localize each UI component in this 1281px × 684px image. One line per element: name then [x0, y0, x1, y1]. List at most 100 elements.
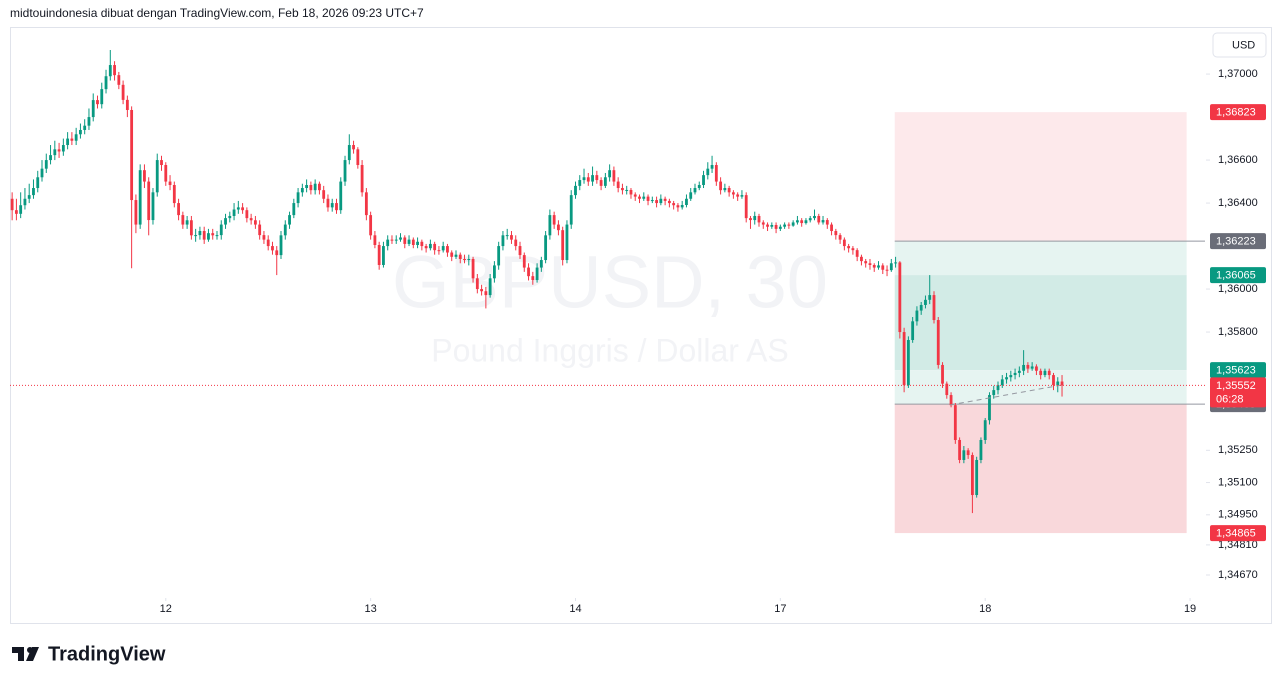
candle-body: [608, 170, 612, 178]
candle-body: [91, 100, 95, 118]
price-level-badge: [1210, 267, 1266, 284]
candle-body: [749, 218, 752, 221]
candle-body: [693, 188, 697, 193]
price-level-badge: [1210, 233, 1266, 250]
candle-body: [104, 76, 108, 90]
y-tick-label: 1,34810: [1218, 539, 1258, 551]
candle-body: [441, 246, 445, 251]
candle-body: [821, 220, 825, 223]
candle-body: [74, 134, 78, 141]
candle-body: [1022, 364, 1026, 371]
candle-body: [744, 195, 748, 219]
brand-logo: TradingView: [12, 643, 166, 665]
y-tick-label: 1,36400: [1218, 197, 1258, 209]
candle-body: [804, 220, 808, 224]
candle-body: [796, 220, 799, 223]
candle-body: [61, 145, 65, 152]
candle-body: [1009, 375, 1013, 378]
candle-body: [561, 230, 565, 261]
candle-body: [347, 145, 351, 161]
candle-body: [279, 235, 283, 256]
candles: [10, 50, 1064, 514]
candle-body: [599, 180, 603, 186]
candle-body: [941, 364, 944, 384]
candle-body: [574, 185, 577, 196]
candle-body: [253, 220, 257, 225]
watermark: GBPUSD, 30 Pound Inggris / Dollar AS: [392, 241, 828, 369]
candle-body: [847, 246, 851, 249]
price-level-label: 1,35623: [1216, 365, 1256, 377]
candle-body: [514, 239, 518, 247]
candle-body: [160, 160, 163, 166]
y-tick-label: 1,35800: [1218, 326, 1258, 338]
candle-body: [885, 269, 889, 271]
candle-body: [736, 194, 740, 197]
candle-body: [710, 165, 714, 169]
candle-body: [1056, 381, 1060, 386]
candle-body: [484, 291, 488, 296]
candle-body: [232, 209, 236, 216]
candle-body: [113, 65, 116, 76]
candle-body: [343, 160, 347, 182]
brand-icon-dot: [27, 647, 33, 653]
candle-body: [219, 224, 223, 236]
candle-body: [638, 196, 641, 199]
candle-body: [36, 177, 40, 189]
candle-body: [207, 233, 210, 240]
candle-body: [228, 215, 232, 219]
candle-body: [501, 235, 505, 247]
candle-body: [860, 256, 863, 262]
candle-body: [557, 224, 560, 231]
candle-body: [125, 99, 129, 110]
candle-body: [616, 181, 620, 189]
candle-body: [778, 226, 782, 229]
candle-body: [945, 383, 949, 396]
candle-body: [902, 332, 906, 386]
candle-body: [633, 194, 637, 197]
candle-body: [318, 183, 321, 191]
price-level-badge: [1210, 104, 1266, 121]
candle-body: [817, 215, 821, 223]
candle-body: [1035, 366, 1038, 371]
candle-body: [621, 188, 624, 191]
candle-body: [774, 225, 778, 229]
candle-body: [458, 254, 462, 259]
candle-body: [288, 215, 291, 225]
candle-body: [578, 180, 582, 186]
candle-body: [667, 200, 671, 204]
candle-body: [881, 265, 885, 270]
x-tick-label: 17: [774, 603, 786, 615]
candle-body: [719, 181, 723, 191]
candle-body: [32, 188, 35, 196]
candle-body: [539, 260, 543, 268]
candle-body: [646, 196, 650, 201]
candle-body: [911, 321, 915, 341]
candle-body: [706, 168, 710, 176]
candle-body: [992, 390, 996, 396]
position-zone: [894, 404, 1187, 534]
candle-body: [138, 170, 142, 225]
candle-body: [1005, 377, 1008, 380]
candle-body: [569, 195, 573, 225]
candle-body: [215, 235, 219, 237]
y-tick-label: 1,35250: [1218, 444, 1258, 456]
candle-body: [919, 304, 923, 311]
candle-body: [1017, 370, 1021, 373]
candle-body: [283, 224, 287, 236]
candle-body: [373, 235, 377, 245]
candle-body: [322, 190, 326, 199]
candle-body: [983, 420, 987, 440]
candle-body: [360, 165, 364, 193]
candle-body: [143, 170, 146, 182]
candle-body: [975, 459, 979, 496]
candle-body: [23, 198, 27, 206]
candle-body: [249, 218, 253, 221]
candle-body: [446, 246, 449, 253]
candle-body: [79, 129, 82, 135]
candle-body: [958, 439, 962, 460]
candle-body: [428, 243, 432, 249]
currency-button[interactable]: [1212, 32, 1267, 58]
candle-body: [595, 175, 599, 181]
